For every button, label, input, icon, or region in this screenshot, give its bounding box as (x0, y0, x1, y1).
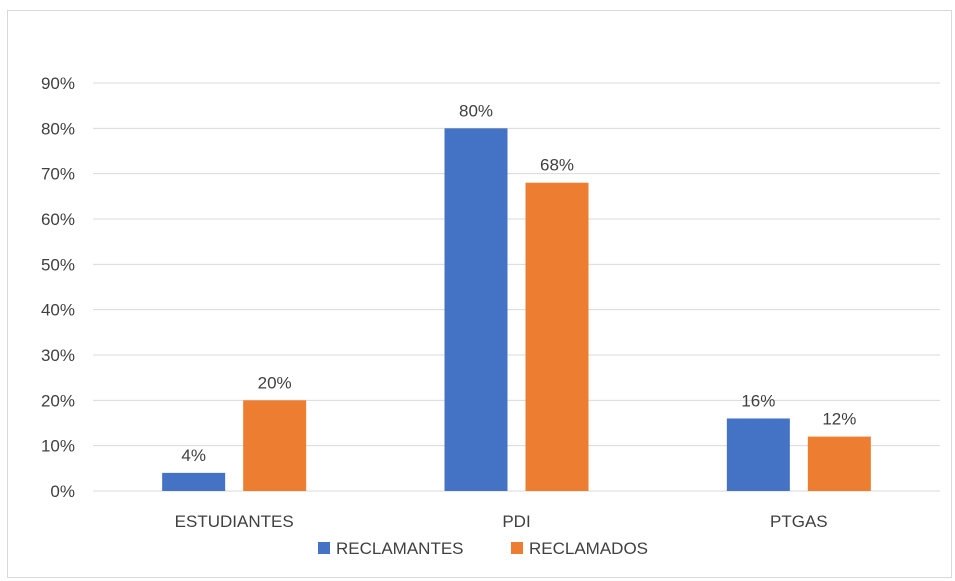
bar-reclamados-ptgas (807, 436, 871, 491)
gridlines (93, 82, 940, 492)
bar-reclamantes-ptgas (726, 418, 790, 491)
bar-reclamantes-estudiantes (162, 472, 226, 491)
y-tick-label: 80% (41, 119, 75, 138)
y-tick-label: 40% (41, 301, 75, 320)
data-label: 80% (459, 101, 493, 120)
y-tick-label: 50% (41, 255, 75, 274)
legend-label-reclamados: RECLAMADOS (529, 539, 648, 558)
y-tick-label: 70% (41, 165, 75, 184)
legend-swatch-reclamados (511, 542, 523, 554)
data-labels: 4% 20% 80% 68% 16% 12% (181, 101, 856, 465)
data-label: 4% (181, 446, 206, 465)
y-tick-label: 10% (41, 437, 75, 456)
bar-reclamados-estudiantes (243, 400, 307, 491)
y-tick-label: 30% (41, 346, 75, 365)
data-label: 68% (540, 156, 574, 175)
y-axis-tick-labels: 0% 10% 20% 30% 40% 50% 60% 70% 80% 90% (41, 74, 75, 501)
data-label: 16% (741, 391, 775, 410)
bars (162, 128, 871, 492)
legend-label-reclamantes: RECLAMANTES (336, 539, 464, 558)
y-tick-label: 0% (50, 482, 75, 501)
data-label: 20% (258, 373, 292, 392)
y-tick-label: 60% (41, 210, 75, 229)
data-label: 12% (822, 410, 856, 429)
y-tick-label: 20% (41, 391, 75, 410)
bar-reclamados-pdi (525, 182, 589, 491)
legend: RECLAMANTES RECLAMADOS (318, 539, 648, 558)
x-category-label: PTGAS (770, 512, 828, 531)
legend-swatch-reclamantes (318, 542, 330, 554)
y-tick-label: 90% (41, 74, 75, 93)
x-category-label: PDI (502, 512, 530, 531)
x-axis-category-labels: ESTUDIANTES PDI PTGAS (175, 512, 828, 531)
x-category-label: ESTUDIANTES (175, 512, 294, 531)
bar-reclamantes-pdi (444, 128, 508, 492)
